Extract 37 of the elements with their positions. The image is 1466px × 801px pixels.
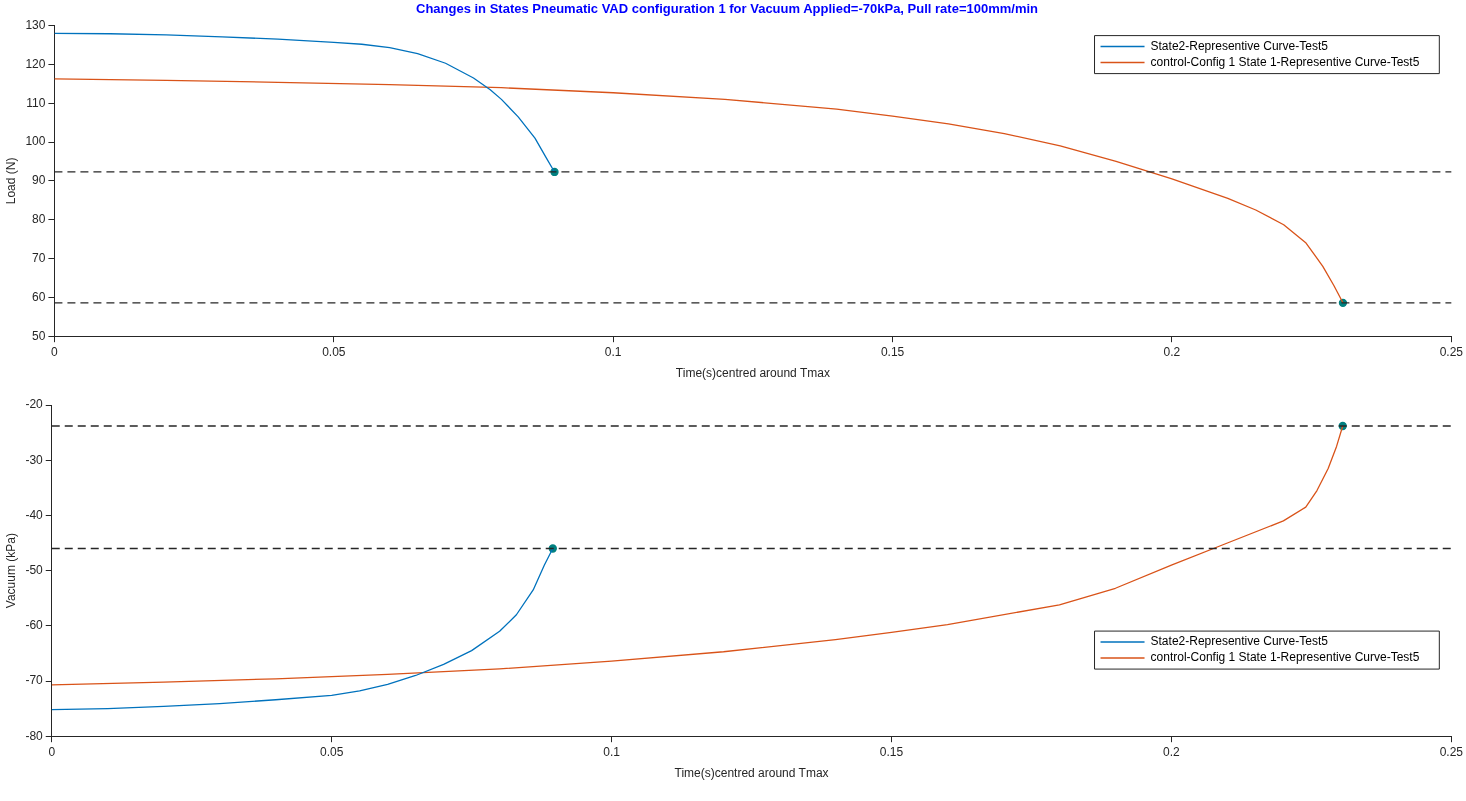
x-tick-label: 0.15 [879,744,904,759]
x-tick-label: 0.2 [1163,344,1181,359]
legend-label: State2-Representive Curve-Test5 [1150,634,1329,649]
y-tick-label: 70 [32,250,46,265]
x-tick-label: 0.2 [1163,744,1181,759]
y-tick-label: 60 [32,289,46,304]
y-tick-label: 90 [32,173,46,188]
y-tick-label: 100 [25,134,46,149]
y-tick-label: 110 [26,95,46,110]
y-tick-label: 120 [25,56,46,71]
legend-label: control-Config 1 State 1-Representive Curve-Test5 [1150,54,1420,69]
x-tick-label: 0.25 [1439,344,1464,359]
y-axis-title: Load (N) [3,157,18,205]
x-tick-label: 0.25 [1439,744,1464,759]
y-tick-label: -40 [25,507,44,522]
x-tick-label: 0.1 [604,344,622,359]
y-tick-label: -50 [25,562,44,577]
legend-label: State2-Representive Curve-Test5 [1150,38,1329,53]
x-tick-label: 0.15 [880,344,905,359]
chart-title: Changes in States Pneumatic VAD configuration 1 for Vacuum Applied=-70kPa, Pull rate=100mm/min [415,1,1039,17]
y-tick-label: -70 [25,673,44,688]
x-tick-label: 0.1 [603,744,621,759]
y-axis-title: Vacuum (kPa) [3,533,18,609]
y-tick-label: 80 [32,212,46,227]
legend-label: control-Config 1 State 1-Representive Curve-Test5 [1150,650,1420,665]
x-tick-label: 0.05 [319,744,344,759]
x-tick-label: 0 [51,344,59,359]
y-tick-label: 50 [32,328,46,343]
y-tick-label: -30 [25,452,44,467]
y-tick-label: -60 [25,618,44,633]
x-axis-title: Time(s)centred around Tmax [674,766,829,781]
y-tick-label: -20 [25,397,44,412]
x-tick-label: 0.05 [322,344,346,359]
x-axis-title: Time(s)centred around Tmax [675,366,830,381]
x-tick-label: 0 [48,744,56,759]
y-tick-label: 130 [25,17,46,32]
y-tick-label: -80 [25,728,44,743]
